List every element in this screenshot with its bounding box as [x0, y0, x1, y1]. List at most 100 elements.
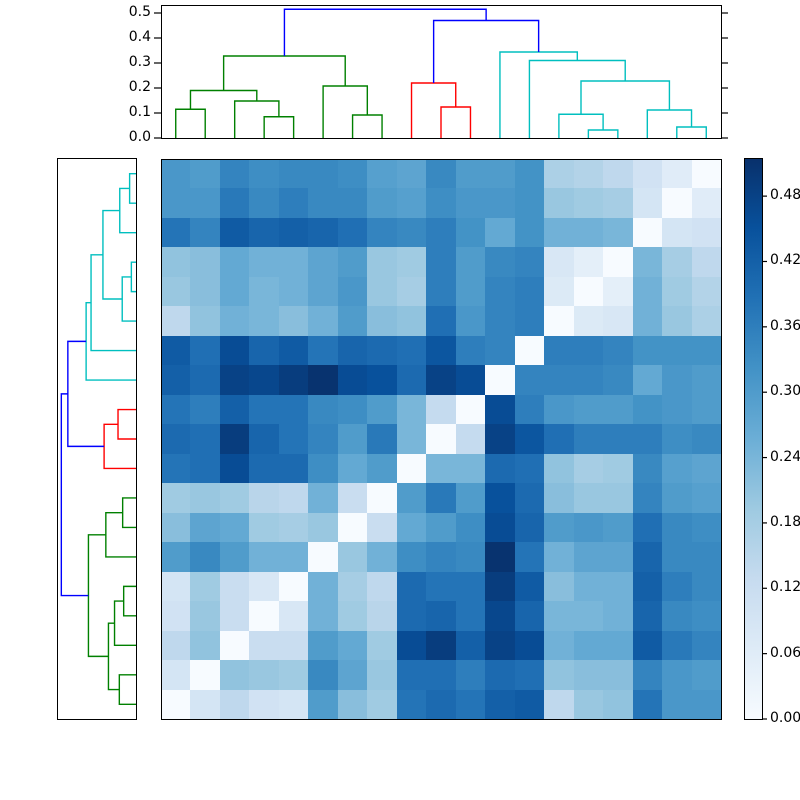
heatmap-cell: [426, 188, 456, 218]
heatmap-cell: [692, 218, 721, 247]
heatmap-cell: [574, 660, 603, 690]
heatmap-cell: [544, 218, 574, 247]
heatmap-cell: [544, 690, 574, 719]
heatmap-cell: [603, 483, 633, 513]
heatmap-cell: [485, 454, 515, 483]
heatmap-cell: [515, 454, 544, 483]
heatmap-cell: [633, 483, 662, 513]
heatmap-cell: [338, 188, 367, 218]
heatmap-cell: [485, 365, 515, 395]
heatmap-cell: [574, 513, 603, 542]
heatmap-cell: [338, 247, 367, 277]
top-axis-tick-label: 0.3: [128, 54, 151, 70]
heatmap-cell: [161, 542, 190, 572]
heatmap-cell: [220, 159, 249, 188]
heatmap-cell: [249, 218, 279, 247]
heatmap-cell: [426, 277, 456, 306]
heatmap-cell: [633, 159, 662, 188]
heatmap-cell: [456, 306, 485, 336]
heatmap-cell: [544, 572, 574, 601]
heatmap-cell: [190, 277, 220, 306]
heatmap-cell: [544, 454, 574, 483]
colorbar-gradient: [744, 158, 762, 719]
heatmap-cell: [544, 542, 574, 572]
heatmap-cell: [662, 424, 692, 454]
heatmap-cell: [603, 247, 633, 277]
heatmap-cell: [603, 572, 633, 601]
heatmap-cell: [249, 336, 279, 365]
heatmap-cell: [308, 513, 338, 542]
heatmap-cell: [603, 424, 633, 454]
heatmap-cell: [662, 159, 692, 188]
left-dendrogram-link-red: [103, 423, 136, 470]
heatmap-cell: [397, 218, 426, 247]
colorbar-tick-label: 0.18: [770, 513, 800, 530]
heatmap-cell: [308, 365, 338, 395]
heatmap-cell: [633, 247, 662, 277]
heatmap-cell: [308, 277, 338, 306]
heatmap-cell: [397, 690, 426, 719]
heatmap-cell: [574, 542, 603, 572]
heatmap-cell: [367, 424, 397, 454]
heatmap-cell: [544, 277, 574, 306]
heatmap-cell: [249, 631, 279, 660]
heatmap-cell: [161, 247, 190, 277]
heatmap-cell: [456, 660, 485, 690]
heatmap-cell: [249, 365, 279, 395]
heatmap-cell: [692, 336, 721, 365]
heatmap-cell: [367, 218, 397, 247]
heatmap-cell: [456, 601, 485, 631]
heatmap-cell: [161, 572, 190, 601]
heatmap-cell: [603, 454, 633, 483]
top-dendrogram-link-blue: [283, 8, 487, 56]
heatmap-cell: [456, 424, 485, 454]
heatmap-cell: [662, 660, 692, 690]
heatmap-cell: [397, 159, 426, 188]
heatmap-cell: [574, 218, 603, 247]
heatmap-cell: [249, 424, 279, 454]
heatmap-cell: [308, 601, 338, 631]
top-dendrogram-link-red: [410, 82, 457, 138]
heatmap-cell: [279, 424, 308, 454]
heatmap-cell: [603, 513, 633, 542]
heatmap-cell: [161, 218, 190, 247]
heatmap-cell: [249, 690, 279, 719]
heatmap-cell: [190, 306, 220, 336]
heatmap-cell: [515, 513, 544, 542]
left-dendrogram-link-cyan: [121, 276, 136, 322]
heatmap-cell: [161, 277, 190, 306]
heatmap-cell: [662, 513, 692, 542]
heatmap-cell: [338, 542, 367, 572]
heatmap-cell: [485, 513, 515, 542]
heatmap-cell: [397, 572, 426, 601]
heatmap-cell: [603, 336, 633, 365]
heatmap-cell: [692, 306, 721, 336]
heatmap-cell: [574, 395, 603, 424]
heatmap-cell: [426, 247, 456, 277]
heatmap-cell: [574, 306, 603, 336]
heatmap-cell: [515, 690, 544, 719]
heatmap-cell: [515, 660, 544, 690]
heatmap-cell: [426, 513, 456, 542]
heatmap-cell: [456, 277, 485, 306]
heatmap-cell: [161, 483, 190, 513]
top-dendrogram-link-green: [189, 89, 258, 110]
heatmap-cell: [220, 690, 249, 719]
heatmap-cell: [367, 336, 397, 365]
heatmap-cell: [426, 542, 456, 572]
heatmap-cell: [456, 690, 485, 719]
heatmap-cell: [485, 306, 515, 336]
heatmap-cell: [574, 277, 603, 306]
heatmap-cell: [515, 336, 544, 365]
heatmap-cell: [279, 395, 308, 424]
heatmap-cell: [308, 454, 338, 483]
heatmap-cell: [397, 631, 426, 660]
heatmap-cell: [544, 336, 574, 365]
heatmap-cell: [367, 306, 397, 336]
heatmap-cell: [692, 483, 721, 513]
heatmap-cell: [485, 277, 515, 306]
heatmap-cell: [220, 542, 249, 572]
heatmap-cell: [515, 365, 544, 395]
heatmap-cell: [190, 601, 220, 631]
heatmap-cell: [603, 395, 633, 424]
